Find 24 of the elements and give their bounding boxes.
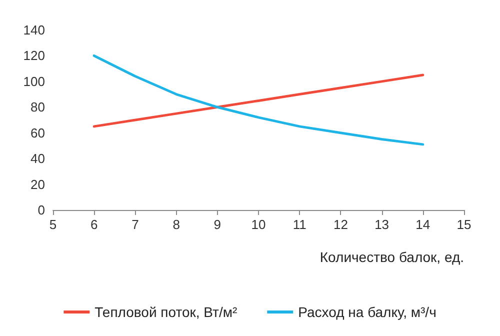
x-tick-label: 5 (49, 217, 57, 232)
y-tick-label: 120 (23, 48, 45, 64)
y-tick-label: 40 (30, 151, 45, 166)
x-tick-label: 11 (292, 217, 306, 232)
x-tick-label: 9 (214, 217, 222, 232)
x-tick-label: 13 (374, 217, 390, 232)
y-tick-label: 60 (30, 125, 45, 140)
y-tick-label: 140 (23, 22, 45, 38)
legend-label: Тепловой поток, Вт/м² (94, 304, 238, 320)
x-tick-label: 12 (333, 217, 348, 232)
x-tick-label: 10 (251, 217, 266, 232)
y-tick-label: 0 (38, 202, 45, 218)
x-tick-label: 14 (416, 217, 430, 232)
x-tick-label: 6 (90, 217, 98, 232)
line-series (92, 54, 424, 146)
x-axis-title: Количество балок, ед. (320, 249, 464, 265)
x-tick-label: 15 (456, 217, 472, 232)
x-tick-label: 8 (172, 217, 180, 232)
legend-label: Расход на балку, м³/ч (298, 304, 436, 320)
y-tick-label: 100 (23, 74, 45, 89)
x-tick-label: 7 (132, 217, 139, 232)
line-series (92, 74, 424, 128)
y-tick-label: 20 (30, 176, 45, 192)
y-tick-label: 80 (30, 100, 45, 115)
